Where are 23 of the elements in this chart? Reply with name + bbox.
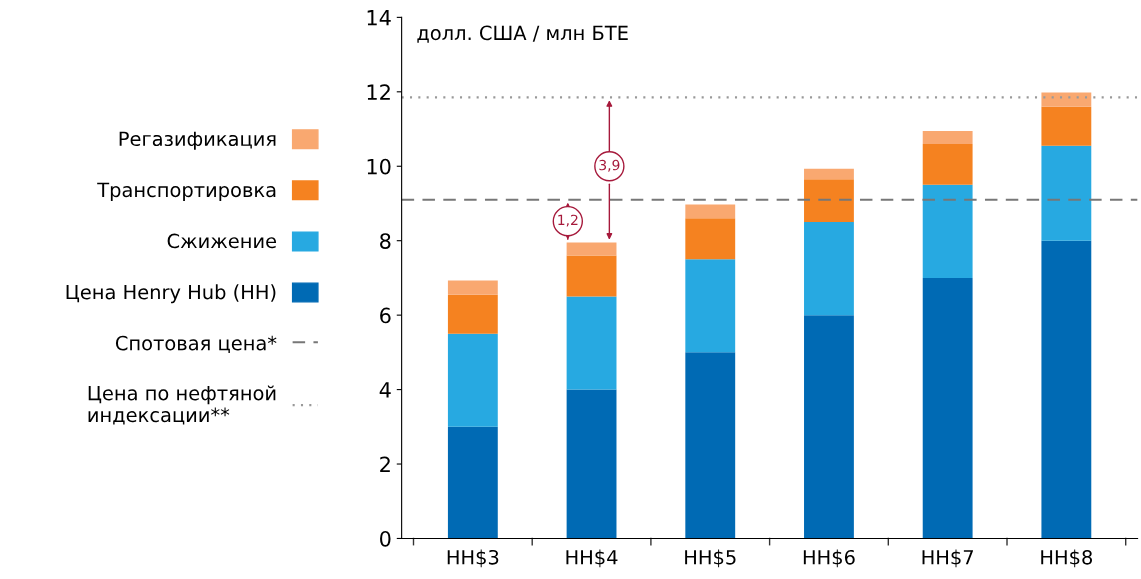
y-tick-label: 4: [379, 382, 391, 398]
legend-label: Цена по нефтяной индексации**: [88, 385, 276, 425]
x-tick-label: HH$3: [447, 549, 499, 568]
legend-label: Сжижение: [167, 233, 277, 249]
legend-label: Регазификация: [119, 131, 276, 150]
annotation: 1,2: [558, 214, 578, 227]
x-tick-label: HH$8: [1041, 549, 1093, 568]
x-tick-label: HH$4: [566, 549, 618, 568]
y-tick-label: 8: [380, 233, 391, 249]
y-tick-label: 10: [367, 158, 391, 175]
y-axis-title: долл. США / млн БТЕ: [417, 25, 628, 43]
y-tick-label: 6: [380, 307, 391, 324]
x-tick-label: HH$5: [685, 549, 736, 568]
y-tick-label: 2: [380, 456, 390, 472]
legend-label: Цена Henry Hub (HH): [66, 284, 276, 304]
y-tick-label: 12: [367, 84, 390, 100]
legend-label: Транспортировка: [97, 182, 276, 201]
x-tick-label: HH$6: [803, 549, 855, 568]
y-tick-label: 14: [367, 10, 391, 26]
y-tick-label: 0: [380, 530, 391, 547]
x-tick-label: HH$7: [922, 549, 973, 568]
annotation: 3,9: [599, 159, 620, 172]
legend-label: Спотовая цена*: [115, 335, 277, 353]
